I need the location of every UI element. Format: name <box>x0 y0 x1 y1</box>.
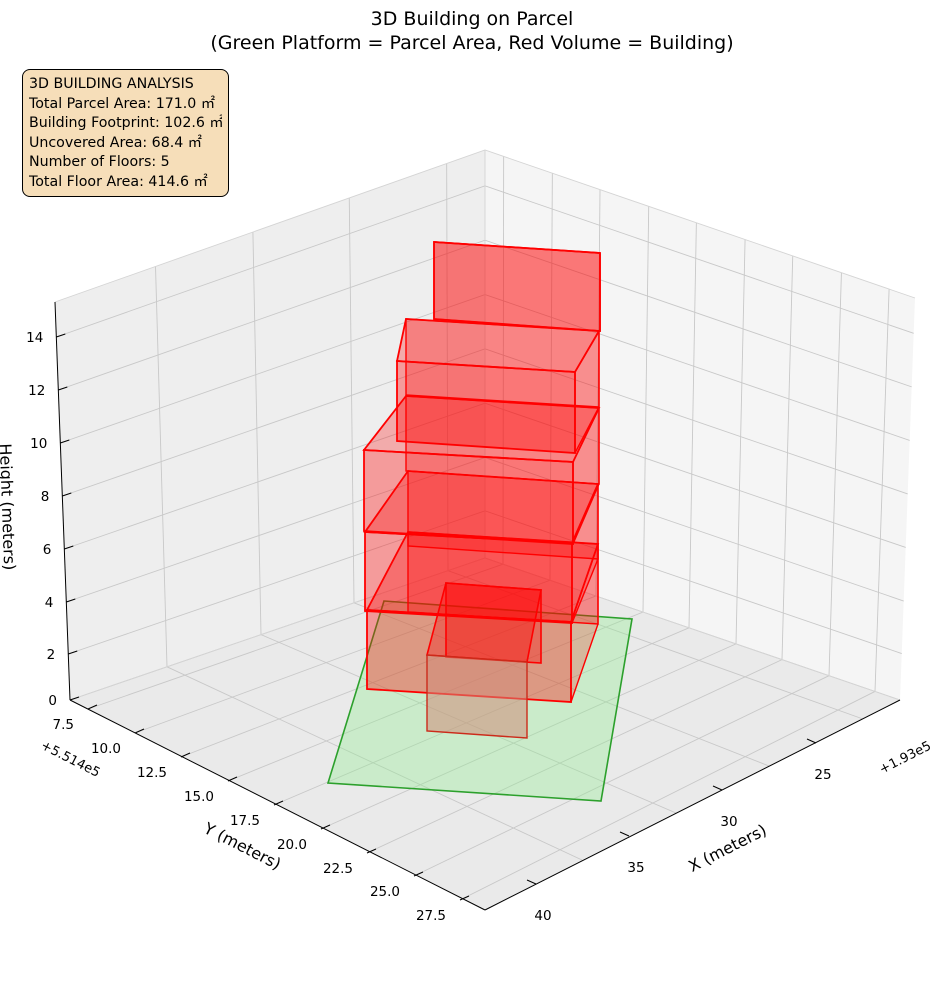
z-tick-label: 10 <box>30 436 47 452</box>
annex-front-face <box>426 654 528 739</box>
z-tick-mark <box>56 333 66 338</box>
x-tick-mark <box>712 785 723 791</box>
y-tick-label: 22.5 <box>323 861 353 877</box>
y-tick-mark <box>459 895 470 901</box>
y-wall-gridline <box>502 156 505 565</box>
y-tick-mark <box>320 824 331 830</box>
z-tick-mark <box>58 386 68 391</box>
x-floor-gridline <box>447 570 864 720</box>
y-tick-label: 27.5 <box>416 908 446 924</box>
building-volume <box>362 241 601 739</box>
y-tick-mark <box>273 800 284 806</box>
info-line-uncovered: Uncovered Area: 68.4 ㎡ <box>29 134 202 151</box>
z-tick-mark <box>62 492 72 497</box>
x-offset-text: +1.93e5 <box>877 739 934 778</box>
y-wall-gridline <box>828 272 842 676</box>
z-tick-label: 4 <box>45 595 54 611</box>
building-annex <box>425 582 542 739</box>
info-line-floor-area: Total Floor Area: 414.6 ㎡ <box>29 173 208 190</box>
y-floor-gridline <box>320 643 737 830</box>
z-tick-label: 0 <box>48 693 57 709</box>
x-wall-gridline <box>155 266 168 667</box>
y-wall-gridline <box>688 222 697 628</box>
y-wall-gridline <box>735 239 746 644</box>
y-floor-gridline <box>180 595 597 758</box>
y-wall-gridline <box>642 206 650 613</box>
y-tick-mark <box>134 728 145 734</box>
x-axis-line <box>484 699 901 911</box>
chart-title: 3D Building on Parcel <box>371 8 574 30</box>
y-floor-gridline <box>413 675 830 877</box>
info-line-floors: Number of Floors: 5 <box>29 154 170 171</box>
info-title: 3D BUILDING ANALYSIS <box>29 76 194 92</box>
y-tick-mark <box>366 848 377 854</box>
z-tick-mark <box>66 598 76 603</box>
y-floor-gridline <box>366 659 783 854</box>
y-wall-gridline <box>781 255 794 660</box>
left-pane <box>55 150 485 700</box>
building-floor <box>395 318 601 454</box>
y-tick-label: 10.0 <box>91 741 121 757</box>
y-tick-mark <box>87 704 98 710</box>
building-floor <box>362 395 601 545</box>
z-tick-mark <box>68 650 78 655</box>
z-tick-mark <box>64 545 74 550</box>
x-tick-mark <box>526 879 537 885</box>
info-line-parcel-area: Total Parcel Area: 171.0 ㎡ <box>29 95 216 112</box>
building-floor <box>433 241 601 332</box>
chart-subtitle: (Green Platform = Parcel Area, Red Volum… <box>210 32 733 54</box>
z-tick-mark <box>69 696 80 701</box>
x-wall-gridline <box>446 163 449 571</box>
y-floor-gridline <box>87 563 504 710</box>
z-axis-label: Height (meters) <box>0 443 19 571</box>
y-tick-label: 7.5 <box>53 717 74 733</box>
x-wall-gridline <box>348 197 355 603</box>
x-tick-label: 40 <box>534 908 551 924</box>
y-tick-mark <box>413 871 424 877</box>
y-floor-gridline <box>459 691 876 901</box>
z-tick-label: 6 <box>43 542 52 558</box>
x-floor-gridline <box>166 666 583 861</box>
z-tick-label: 2 <box>47 647 56 663</box>
y-wall-gridline <box>874 289 890 692</box>
floor-front-face <box>433 241 601 332</box>
x-tick-label: 25 <box>814 767 831 783</box>
z-axis-line <box>54 301 71 701</box>
z-tick-label: 14 <box>26 330 43 346</box>
info-box: 3D BUILDING ANALYSIS Total Parcel Area: … <box>22 69 229 197</box>
y-tick-label: 15.0 <box>184 789 214 805</box>
z-tick-label: 12 <box>28 383 45 399</box>
annex-top-face <box>425 582 542 663</box>
floor-front-face <box>363 449 574 545</box>
pane-floor-back-edge <box>69 557 901 701</box>
z-tick-label: 8 <box>41 489 50 505</box>
x-tick-mark <box>806 738 817 744</box>
y-tick-label: 20.0 <box>277 837 307 853</box>
x-wall-gridline <box>252 232 262 635</box>
y-tick-mark <box>227 776 238 782</box>
x-tick-label: 35 <box>627 860 644 876</box>
x-floor-gridline <box>353 602 770 767</box>
x-tick-label: 30 <box>720 814 737 830</box>
y-tick-label: 25.0 <box>370 884 400 900</box>
y-tick-mark <box>180 752 191 758</box>
z-tick-mark <box>60 439 70 444</box>
y-tick-label: 12.5 <box>137 765 167 781</box>
x-tick-mark <box>619 831 630 837</box>
floor-front-face <box>396 360 576 454</box>
y-tick-label: 17.5 <box>230 813 260 829</box>
info-line-footprint: Building Footprint: 102.6 ㎡ <box>29 115 222 132</box>
building-floor <box>363 470 600 624</box>
axis-ticks: 0 2 4 6 8 10 12 14 7.5 10.0 12.5 15.0 17.5 20.0 22.5 25… <box>26 330 831 924</box>
y-floor-gridline <box>134 579 551 734</box>
y-wall-gridline <box>549 173 553 581</box>
